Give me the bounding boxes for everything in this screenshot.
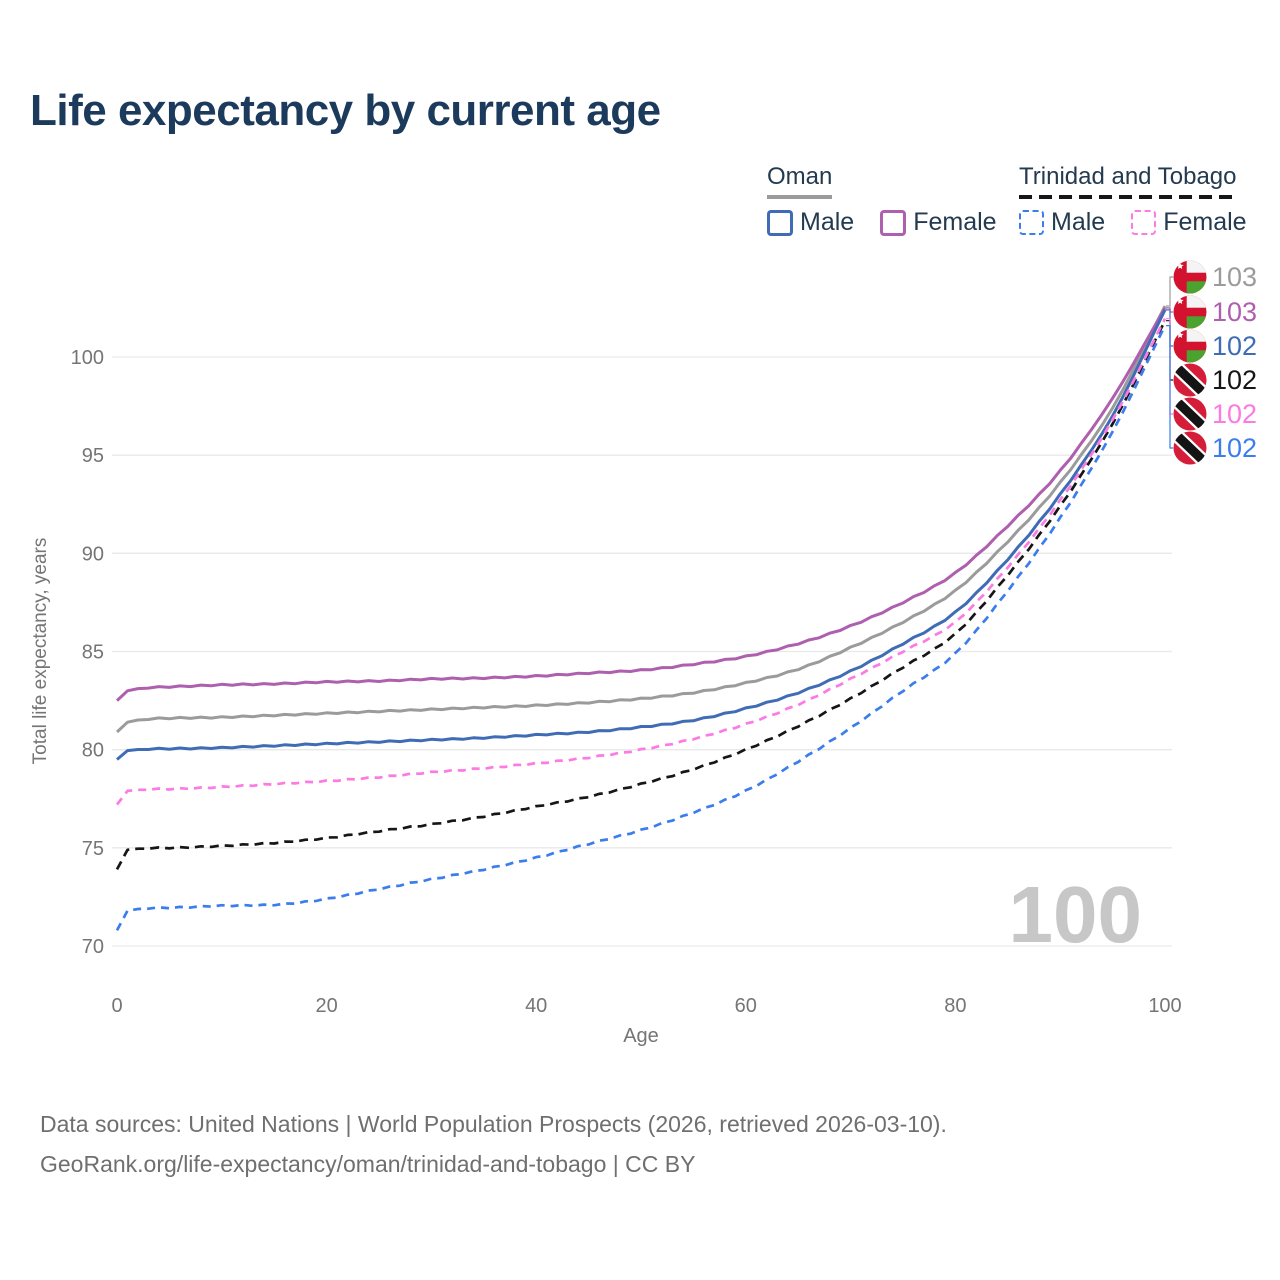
page-title: Life expectancy by current age: [30, 86, 661, 135]
x-tick-label-100: 100: [1148, 995, 1181, 1017]
y-tick-label-80: 80: [82, 740, 104, 762]
x-tick-label-0: 0: [111, 995, 122, 1017]
x-tick-label-20: 20: [315, 995, 337, 1017]
legend-label-oman-female: Female: [913, 208, 997, 236]
legend-swatch-trinidad-and-tobago-male: [1019, 210, 1044, 235]
series-line-tt-female: [115, 318, 1167, 806]
legend-country-oman: Oman: [767, 163, 833, 190]
y-tick-label-100: 100: [71, 347, 104, 369]
oman-flag-icon: [1173, 329, 1207, 363]
x-tick-label-80: 80: [944, 995, 966, 1017]
x-tick-label-40: 40: [525, 995, 547, 1017]
legend-label-trinidad-and-tobago-male: Male: [1051, 208, 1106, 236]
legend-group-trinidad-and-tobago: Trinidad and Tobago Male Female: [1019, 163, 1273, 237]
legend-items-oman: Male Female: [767, 208, 1023, 237]
y-tick-label-85: 85: [82, 642, 104, 664]
x-axis-title: Age: [623, 1025, 659, 1047]
series-line-oman-female: [115, 307, 1167, 702]
legend-group-oman: Oman Male Female: [767, 163, 1023, 237]
legend-swatch-trinidad-and-tobago-female: [1131, 210, 1157, 235]
series-end-label-tt-male: 102: [1212, 433, 1257, 463]
oman-flag-icon: [1173, 260, 1207, 294]
series-line-tt-both: [115, 320, 1167, 871]
oman-flag-icon: [1173, 295, 1207, 329]
legend-country-trinidad-and-tobago: Trinidad and Tobago: [1019, 163, 1237, 190]
legend-item-trinidad-and-tobago-female[interactable]: Female: [1131, 208, 1247, 237]
chart-footer: Data sources: United Nations | World Pop…: [40, 1104, 947, 1184]
leader-line-oman-both: [1166, 276, 1173, 307]
legend-items-trinidad-and-tobago: Male Female: [1019, 208, 1273, 237]
legend-item-trinidad-and-tobago-male[interactable]: Male: [1019, 208, 1105, 237]
life-expectancy-chart: 100 100 95 90 85 80 75 70 Total life expectancy,…: [30, 260, 1257, 1047]
y-tick-label-70: 70: [82, 936, 104, 958]
series-end-label-tt-female: 102: [1212, 399, 1257, 429]
y-tick-label-75: 75: [82, 838, 104, 860]
legend-underline-oman: [767, 195, 833, 199]
footer-data-sources: Data sources: United Nations | World Pop…: [40, 1111, 947, 1137]
trinidad-and-tobago-flag-icon: [1173, 397, 1207, 431]
legend-label-oman-male: Male: [800, 208, 855, 236]
legend-swatch-oman-male: [767, 209, 793, 236]
legend-item-oman-female[interactable]: Female: [880, 208, 997, 237]
trinidad-and-tobago-flag-icon: [1173, 431, 1207, 465]
series-end-label-oman-male: 102: [1212, 331, 1257, 361]
legend-country-wrap-trinidad-and-tobago: Trinidad and Tobago: [1019, 163, 1237, 199]
legend-item-oman-male[interactable]: Male: [767, 208, 854, 237]
legend-country-wrap-oman: Oman: [767, 163, 833, 199]
y-tick-label-95: 95: [82, 445, 104, 467]
y-axis-title: Total life expectancy, years: [30, 538, 51, 765]
legend-label-trinidad-and-tobago-female: Female: [1163, 208, 1247, 236]
leader-line-tt-male: [1166, 325, 1173, 449]
legend-underline-trinidad-and-tobago: [1019, 195, 1237, 199]
series-end-label-oman-both: 103: [1212, 262, 1257, 292]
series-line-tt-male: [115, 325, 1167, 931]
series-line-oman-male: [116, 309, 1167, 761]
y-tick-label-90: 90: [82, 543, 104, 565]
trinidad-and-tobago-flag-icon: [1173, 363, 1207, 397]
series-end-label-oman-female: 103: [1212, 297, 1257, 327]
watermark-100: 100: [1009, 870, 1142, 959]
series-line-oman-both: [115, 305, 1167, 734]
x-tick-label-60: 60: [735, 995, 757, 1017]
footer-attribution: GeoRank.org/life-expectancy/oman/trinida…: [40, 1151, 696, 1177]
series-end-label-tt-both: 102: [1212, 365, 1257, 395]
legend-swatch-oman-female: [880, 209, 907, 236]
